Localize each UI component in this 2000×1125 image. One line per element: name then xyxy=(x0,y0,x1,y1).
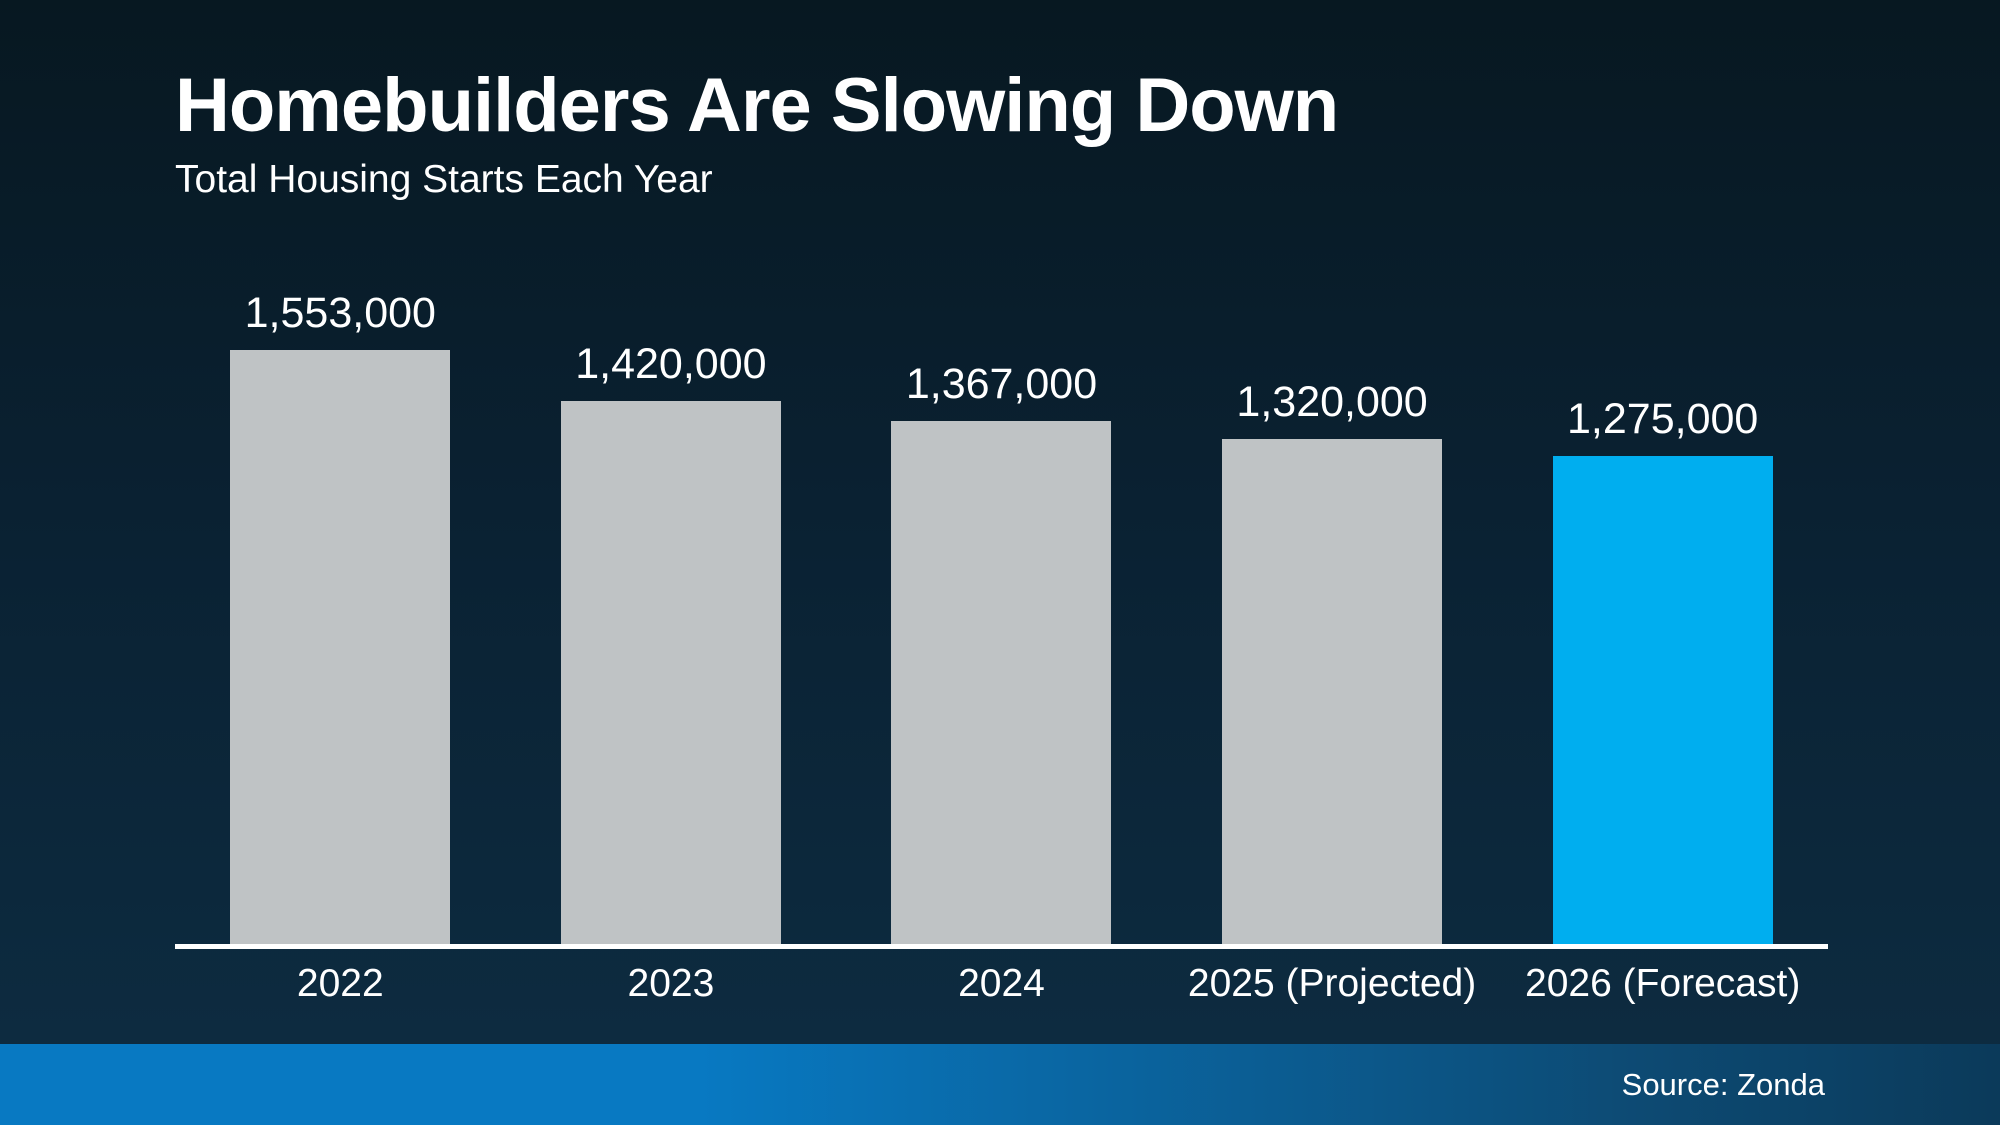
bar-2026 xyxy=(1552,456,1773,944)
x-axis-line xyxy=(175,944,1828,949)
bar-2023 xyxy=(560,401,781,944)
bar-value-label: 1,420,000 xyxy=(575,340,767,388)
x-axis-label-2024: 2024 xyxy=(958,962,1045,1005)
bar-2022 xyxy=(230,350,451,944)
bar-column-2023: 1,420,000 xyxy=(506,280,837,944)
bar-value-label: 1,275,000 xyxy=(1567,395,1759,443)
bar-value-label: 1,553,000 xyxy=(244,289,436,337)
page-subtitle: Total Housing Starts Each Year xyxy=(175,158,713,201)
bar-2024 xyxy=(891,421,1112,944)
bar-value-label: 1,367,000 xyxy=(905,360,1098,408)
x-axis-label-2025: 2025 (Projected) xyxy=(1187,962,1477,1005)
bar-value-label: 1,320,000 xyxy=(1236,378,1428,426)
bar-column-2026: 1,275,000 xyxy=(1497,280,1828,944)
bar-column-2025: 1,320,000 xyxy=(1167,280,1498,944)
x-axis-label-2026: 2026 (Forecast) xyxy=(1525,962,1801,1005)
footer-bar: Source: Zonda xyxy=(0,1044,2000,1125)
source-text: Source: Zonda xyxy=(1621,1066,1825,1102)
bar-column-2024: 1,367,000 xyxy=(836,280,1167,944)
page-title: Homebuilders Are Slowing Down xyxy=(175,63,1339,148)
bar-chart: 1,553,000 1,420,000 1,367,000 1,320,000 1,27… xyxy=(175,280,1828,944)
bar-column-2022: 1,553,000 xyxy=(175,280,506,944)
x-axis-label-2022: 2022 xyxy=(296,962,384,1005)
x-axis-label-2023: 2023 xyxy=(627,962,715,1005)
x-axis-labels: 2022 2023 2024 2025 (Projected) 2026 (Foreca… xyxy=(175,962,1828,1006)
bar-2025 xyxy=(1222,439,1443,944)
